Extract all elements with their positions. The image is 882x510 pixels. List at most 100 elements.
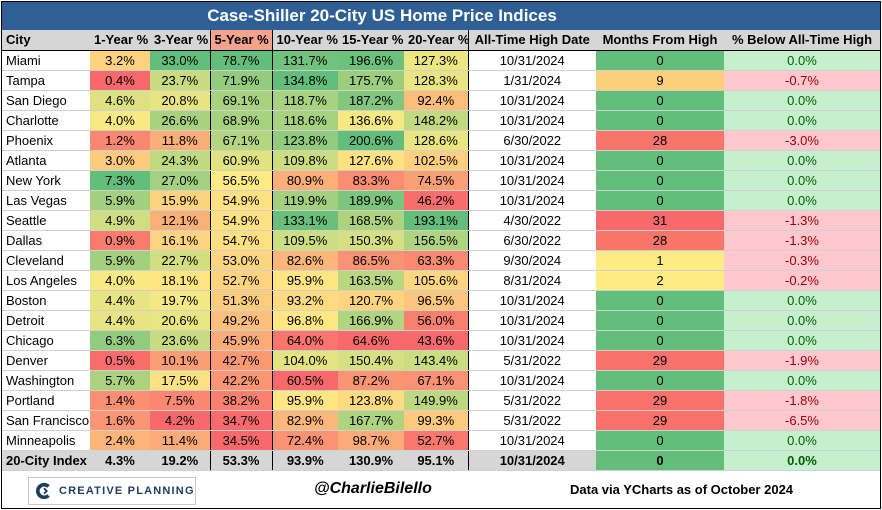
cell-20-year: 46.2% [404, 190, 468, 211]
table-row: Atlanta 3.0% 24.3% 60.9% 109.8% 127.6% 102.5% 1… [2, 150, 880, 171]
cell-5-year: 42.2% [209, 370, 273, 391]
author-handle: @CharlieBilello [314, 480, 432, 497]
cell-all-time-high-date: 5/31/2022 [467, 350, 596, 371]
cell-below-all-time-high: -1.8% [724, 390, 880, 411]
cell-15-year: 167.7% [338, 410, 404, 431]
cell-1-year: 3.0% [90, 150, 150, 171]
cell-5-year: 67.1% [209, 130, 273, 151]
cell-15-year: 123.8% [338, 390, 404, 411]
cell-10-year: 109.8% [271, 150, 338, 171]
cell-5-year: 53.3% [209, 450, 273, 471]
cell-3-year: 12.1% [150, 210, 210, 231]
cell-5-year: 42.7% [209, 350, 273, 371]
cell-months-from-high: 0 [596, 110, 724, 131]
cell-10-year: 93.9% [271, 450, 338, 471]
cell-months-from-high: 28 [596, 130, 724, 151]
cell-below-all-time-high: 0.0% [724, 170, 880, 191]
cell-months-from-high: 0 [596, 170, 724, 191]
cell-15-year: 175.7% [338, 70, 404, 91]
cell-1-year: 5.9% [90, 190, 150, 211]
cell-all-time-high-date: 6/30/2022 [467, 230, 596, 251]
cell-1-year: 6.3% [90, 330, 150, 351]
cell-10-year: 82.6% [271, 250, 338, 271]
cell-10-year: 104.0% [271, 350, 338, 371]
city-name: Los Angeles [2, 270, 90, 291]
cell-3-year: 20.8% [150, 90, 210, 111]
cell-3-year: 11.4% [150, 430, 210, 451]
cell-20-year: 143.4% [404, 350, 468, 371]
cell-3-year: 26.6% [150, 110, 210, 131]
cell-5-year: 71.9% [209, 70, 273, 91]
cell-15-year: 98.7% [338, 430, 404, 451]
cell-20-year: 105.6% [404, 270, 468, 291]
cell-10-year: 133.1% [271, 210, 338, 231]
cell-10-year: 131.7% [271, 50, 338, 71]
cell-3-year: 27.0% [150, 170, 210, 191]
cell-15-year: 168.5% [338, 210, 404, 231]
cell-below-all-time-high: 0.0% [724, 110, 880, 131]
cell-3-year: 11.8% [150, 130, 210, 151]
cell-5-year: 52.7% [209, 270, 273, 291]
cell-10-year: 93.2% [271, 290, 338, 311]
cell-months-from-high: 2 [596, 270, 724, 291]
cell-20-year: 92.4% [404, 90, 468, 111]
column-header-city: City [2, 30, 90, 51]
cell-10-year: 96.8% [271, 310, 338, 331]
cell-15-year: 127.6% [338, 150, 404, 171]
cell-5-year: 38.2% [209, 390, 273, 411]
cell-15-year: 150.4% [338, 350, 404, 371]
city-name: Detroit [2, 310, 90, 331]
cell-3-year: 19.7% [150, 290, 210, 311]
cell-all-time-high-date: 6/30/2022 [467, 130, 596, 151]
cell-20-year: 128.3% [404, 70, 468, 91]
cell-below-all-time-high: 0.0% [724, 90, 880, 111]
cell-1-year: 4.9% [90, 210, 150, 231]
cell-all-time-high-date: 9/30/2024 [467, 250, 596, 271]
cell-all-time-high-date: 10/31/2024 [467, 310, 596, 331]
cell-below-all-time-high: 0.0% [724, 430, 880, 451]
cell-all-time-high-date: 10/31/2024 [467, 370, 596, 391]
cell-3-year: 19.2% [150, 450, 210, 471]
cell-all-time-high-date: 10/31/2024 [467, 450, 596, 471]
cell-15-year: 163.5% [338, 270, 404, 291]
cell-10-year: 95.9% [271, 270, 338, 291]
cell-10-year: 82.9% [271, 410, 338, 431]
cell-below-all-time-high: 0.0% [724, 150, 880, 171]
city-name: Las Vegas [2, 190, 90, 211]
cell-3-year: 4.2% [150, 410, 210, 431]
cell-below-all-time-high: -6.5% [724, 410, 880, 431]
cell-months-from-high: 9 [596, 70, 724, 91]
city-name: Phoenix [2, 130, 90, 151]
cell-months-from-high: 0 [596, 310, 724, 331]
column-header-below-all-time-high: % Below All-Time High [724, 30, 880, 51]
city-name: Charlotte [2, 110, 90, 131]
cell-1-year: 0.9% [90, 230, 150, 251]
cell-10-year: 119.9% [271, 190, 338, 211]
cell-15-year: 187.2% [338, 90, 404, 111]
cell-months-from-high: 28 [596, 230, 724, 251]
cell-all-time-high-date: 1/31/2024 [467, 70, 596, 91]
cell-below-all-time-high: -0.2% [724, 270, 880, 291]
cell-below-all-time-high: -1.3% [724, 210, 880, 231]
cell-15-year: 120.7% [338, 290, 404, 311]
cell-1-year: 1.2% [90, 130, 150, 151]
total-row: 20-City Index 4.3% 19.2% 53.3% 93.9% 130.9% 95… [2, 450, 880, 471]
cell-all-time-high-date: 5/31/2022 [467, 410, 596, 431]
table-row: Chicago 6.3% 23.6% 45.9% 64.0% 64.6% 43.6% 10/3… [2, 330, 880, 351]
column-header-all-time-high-date: All-Time High Date [467, 30, 596, 51]
column-header-1-year: 1-Year % [90, 30, 150, 51]
cell-all-time-high-date: 8/31/2024 [467, 270, 596, 291]
column-header-3-year: 3-Year % [150, 30, 210, 51]
cell-1-year: 2.4% [90, 430, 150, 451]
cell-1-year: 5.7% [90, 370, 150, 391]
column-header-10-year: 10-Year % [271, 30, 338, 51]
creative-planning-logo: CREATIVE PLANNING [28, 477, 196, 505]
cell-below-all-time-high: -1.3% [724, 230, 880, 251]
cell-20-year: 52.7% [404, 430, 468, 451]
cell-all-time-high-date: 10/31/2024 [467, 90, 596, 111]
cell-months-from-high: 0 [596, 190, 724, 211]
cell-1-year: 5.9% [90, 250, 150, 271]
cell-3-year: 17.5% [150, 370, 210, 391]
cell-all-time-high-date: 10/31/2024 [467, 50, 596, 71]
cell-1-year: 3.2% [90, 50, 150, 71]
